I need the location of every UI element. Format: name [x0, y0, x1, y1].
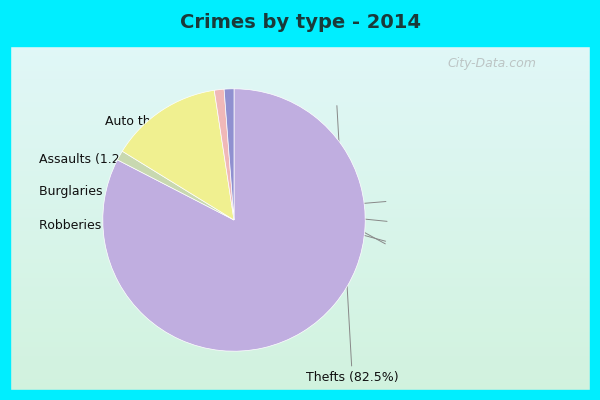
Wedge shape — [122, 90, 234, 220]
Text: Crimes by type - 2014: Crimes by type - 2014 — [179, 14, 421, 32]
Bar — [0, 0, 10, 400]
Text: City-Data.com: City-Data.com — [448, 58, 536, 70]
Text: Assaults (1.2%): Assaults (1.2%) — [39, 154, 386, 241]
Text: Thefts (82.5%): Thefts (82.5%) — [306, 106, 398, 384]
Bar — [0, 0, 600, 46]
Wedge shape — [214, 89, 234, 220]
Text: Burglaries (13.8%): Burglaries (13.8%) — [39, 186, 387, 221]
Bar — [0, 390, 600, 400]
Wedge shape — [224, 89, 234, 220]
Wedge shape — [118, 151, 234, 220]
Text: Robberies (1.2%): Robberies (1.2%) — [39, 202, 386, 232]
Bar — [590, 0, 600, 400]
Text: Auto thefts (1.2%): Auto thefts (1.2%) — [105, 116, 385, 244]
Wedge shape — [103, 89, 365, 351]
